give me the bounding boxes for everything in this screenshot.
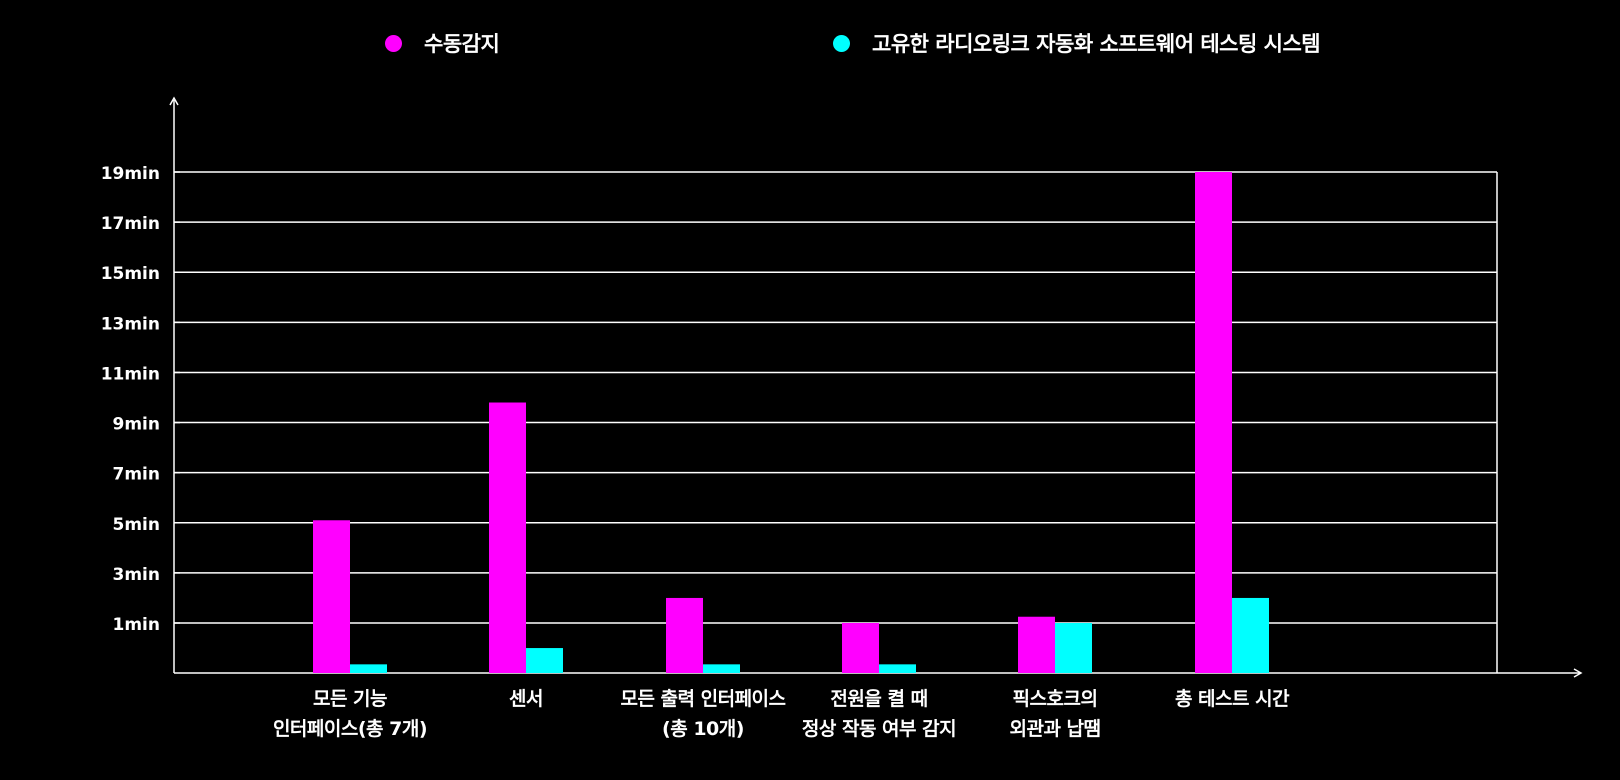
x-tick-label: 모든 출력 인터페이스: [620, 688, 785, 710]
y-tick-label: 19min: [101, 164, 160, 184]
bar-manual: [666, 597, 703, 673]
x-tick-label: 전원을 켤 때: [830, 688, 927, 710]
bar-manual: [313, 520, 350, 673]
bar-auto: [1055, 623, 1092, 673]
y-tick-label: 1min: [113, 615, 160, 635]
legend-label-manual: 수동감지: [424, 32, 500, 56]
y-tick-label: 17min: [101, 214, 160, 234]
y-tick-label: 3min: [113, 565, 160, 585]
y-tick-label: 7min: [113, 465, 160, 485]
x-tick-label: 모든 기능: [313, 688, 387, 710]
y-tick-label: 11min: [101, 364, 160, 384]
y-tick-label: 9min: [113, 415, 160, 435]
legend-item-auto: 고유한 라디오링크 자동화 소프트웨어 테스팅 시스템: [833, 28, 1321, 58]
bar-manual: [1018, 616, 1055, 673]
bar-auto: [703, 664, 740, 673]
x-tick-label: 정상 작동 여부 감지: [802, 718, 956, 740]
y-tick-label: 13min: [101, 314, 160, 334]
bar-auto: [526, 648, 563, 673]
bar-auto: [1232, 597, 1269, 673]
legend-swatch-auto: [833, 34, 850, 52]
x-tick-label: 센서: [509, 688, 543, 710]
x-tick-label: 인터페이스(총 7개): [273, 718, 427, 740]
legend-label-auto: 고유한 라디오링크 자동화 소프트웨어 테스팅 시스템: [872, 32, 1321, 56]
y-tick-label: 5min: [113, 515, 160, 535]
legend-swatch-manual: [385, 34, 402, 52]
bar-manual: [1195, 172, 1232, 673]
x-tick-label: 픽스호크의: [1013, 688, 1098, 710]
x-axis-arrow: [1573, 668, 1583, 678]
bar-auto: [350, 664, 387, 673]
x-tick-label: 외관과 납땜: [1009, 718, 1100, 740]
bar-manual: [489, 402, 526, 673]
bar-manual: [842, 623, 879, 673]
bar-auto: [879, 664, 916, 673]
y-axis-arrow: [169, 96, 179, 106]
legend-item-manual: 수동감지: [385, 28, 500, 58]
x-tick-label: 총 테스트 시간: [1175, 688, 1290, 710]
y-tick-label: 15min: [101, 264, 160, 284]
x-tick-label: (총 10개): [662, 718, 744, 740]
